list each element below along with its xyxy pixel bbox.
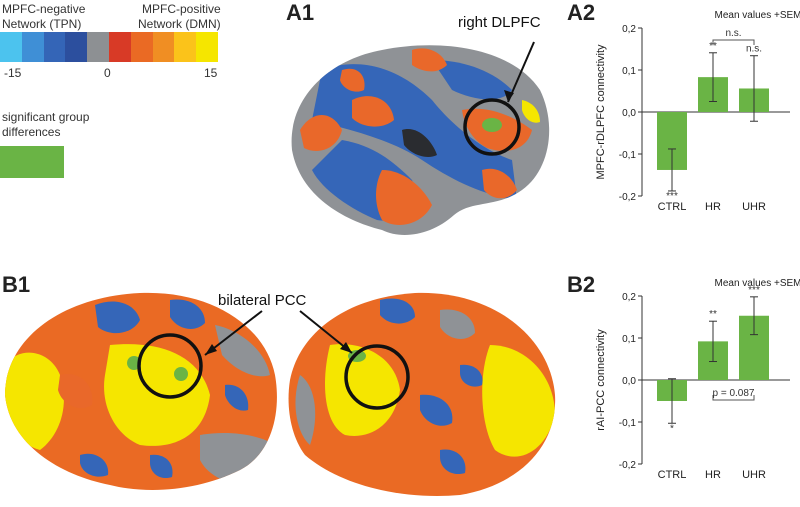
brain-b1-right-surface	[288, 292, 556, 496]
x-tick-label: HR	[705, 469, 721, 481]
legend-negative-title-line2: Network (TPN)	[2, 17, 82, 31]
brain-b1-right-roi-circle	[344, 344, 410, 410]
brain-b1-left-roi-circle	[137, 333, 203, 399]
legend-tick-min: -15	[4, 66, 22, 80]
y-tick-label: -0,2	[619, 192, 637, 203]
x-tick-label: HR	[705, 201, 721, 213]
legend-negative-title-line1: MPFC-negative	[2, 2, 86, 16]
panel-label-b1: B1	[2, 272, 31, 297]
chart-a2: MPFC-rDLPFC connectivity Mean values +SEM…	[595, 10, 800, 213]
y-tick-label: 0,2	[622, 292, 636, 303]
brain-a1-callout-arrow	[507, 41, 535, 103]
significance-label: **	[709, 41, 717, 52]
significance-label: ***	[748, 285, 760, 296]
colorbar-segment-1	[21, 32, 44, 62]
legend-positive-title-line2: Network (DMN)	[138, 17, 221, 31]
y-tick-label: -0,1	[619, 150, 637, 161]
brain-b1-left-cluster-2	[174, 367, 188, 381]
x-tick-label: UHR	[742, 201, 766, 213]
brain-medial-views	[5, 292, 556, 496]
significance-label: n.s.	[746, 44, 762, 55]
y-axis-label: rAI-PCC connectivity	[595, 329, 607, 431]
legend-significance-line1: significant group	[2, 110, 90, 124]
legend-positive-title-line1: MPFC-positive	[141, 2, 221, 16]
colorbar-segment-9	[196, 32, 218, 62]
legend-negative-title: MPFC-negative Network (TPN)	[2, 2, 85, 32]
y-tick-label: 0,1	[622, 66, 636, 77]
brain-lateral-right	[291, 41, 550, 235]
panel-label-a2: A2	[567, 0, 596, 25]
comparison-label: n.s.	[725, 28, 741, 39]
colorbar-segment-7	[152, 32, 175, 62]
brain-a1-significant-cluster	[482, 118, 502, 132]
comparison-bracket	[712, 395, 755, 401]
significance-label: **	[709, 309, 717, 320]
colorbar-segment-8	[174, 32, 197, 62]
colorbar-segment-6	[130, 32, 153, 62]
callout-right-dlpfc: right DLPFC	[458, 14, 541, 31]
colorbar-segment-5	[108, 32, 131, 62]
y-tick-label: -0,2	[619, 460, 637, 471]
y-tick-label: 0,1	[622, 334, 636, 345]
comparison-bracket	[712, 39, 755, 45]
colorbar-segment-3	[65, 32, 88, 62]
x-tick-label: CTRL	[658, 469, 687, 481]
legend-significance-title: significant group differences	[2, 110, 89, 140]
x-tick-label: CTRL	[658, 201, 687, 213]
y-tick-label: 0,0	[622, 108, 636, 119]
legend-significance-line2: differences	[2, 125, 61, 139]
legend-tick-max: 15	[204, 66, 218, 80]
chart-b2: rAI-PCC connectivity Mean values +SEM -0,2…	[595, 278, 800, 481]
y-axis-label: MPFC-rDLPFC connectivity	[595, 44, 607, 180]
colorbar-segment-4	[87, 32, 109, 62]
colorbar-segment-2	[43, 32, 66, 62]
significance-label: *	[670, 423, 674, 434]
comparison-label: p = 0.087	[713, 388, 755, 399]
chart-legend-note: Mean values +SEM	[715, 278, 800, 289]
panel-label-b2: B2	[567, 272, 596, 297]
legend-tick-zero: 0	[104, 66, 111, 80]
legend-colorbar	[0, 32, 218, 62]
x-tick-label: UHR	[742, 469, 766, 481]
colorbar-segment-0	[0, 32, 22, 62]
brain-a1-roi-circle	[463, 98, 521, 156]
legend-positive-title: MPFC-positive Network (DMN)	[138, 2, 221, 32]
legend-significance-swatch	[0, 146, 64, 178]
y-tick-label: -0,1	[619, 418, 637, 429]
y-tick-label: 0,2	[622, 24, 636, 35]
callout-bilateral-pcc: bilateral PCC	[218, 292, 307, 309]
y-tick-label: 0,0	[622, 376, 636, 387]
significance-label: ***	[666, 191, 678, 202]
chart-legend-note: Mean values +SEM	[715, 10, 800, 21]
panel-label-a1: A1	[286, 0, 315, 25]
